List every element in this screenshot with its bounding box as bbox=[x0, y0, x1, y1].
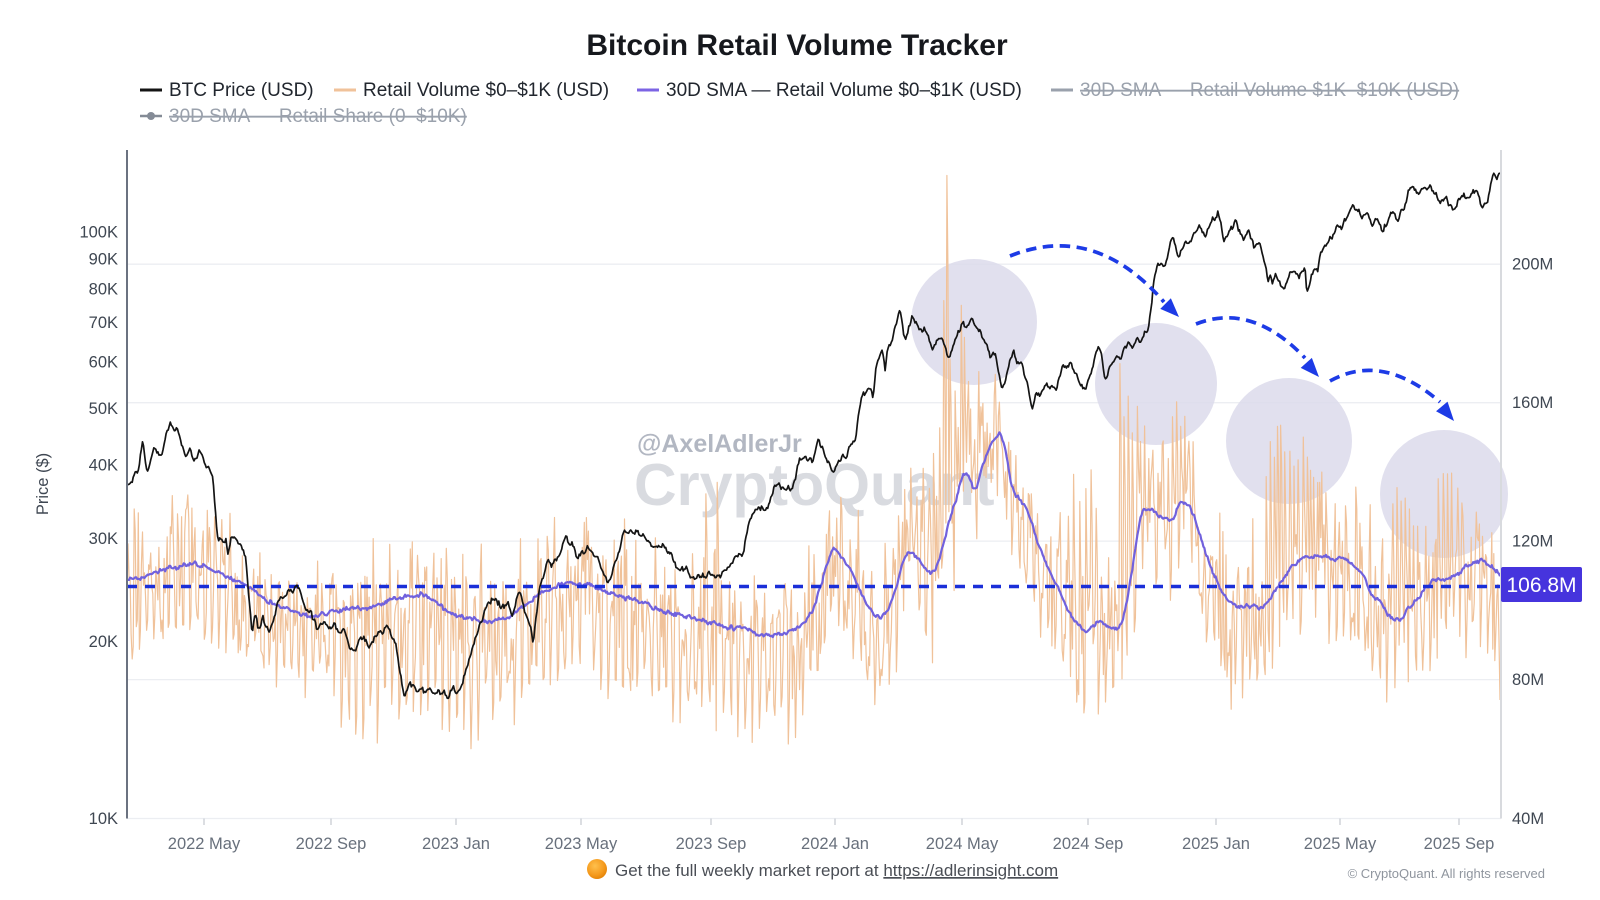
svg-text:100K: 100K bbox=[79, 224, 118, 242]
svg-text:30D SMA — Retail Volume $1K–$1: 30D SMA — Retail Volume $1K–$10K (USD) bbox=[1080, 80, 1459, 101]
svg-text:2022 May: 2022 May bbox=[168, 835, 241, 853]
svg-text:2025 Jan: 2025 Jan bbox=[1182, 835, 1250, 853]
svg-text:40K: 40K bbox=[89, 457, 118, 475]
svg-text:2023 Sep: 2023 Sep bbox=[676, 835, 747, 853]
svg-text:2023 Jan: 2023 Jan bbox=[422, 835, 490, 853]
svg-text:2024 Sep: 2024 Sep bbox=[1053, 835, 1124, 853]
svg-text:160M: 160M bbox=[1512, 394, 1553, 412]
svg-text:BTC Price (USD): BTC Price (USD) bbox=[169, 80, 314, 101]
svg-text:10K: 10K bbox=[89, 810, 118, 828]
svg-text:30K: 30K bbox=[89, 530, 118, 548]
svg-text:2025 Sep: 2025 Sep bbox=[1424, 835, 1495, 853]
svg-text:2022 Sep: 2022 Sep bbox=[296, 835, 367, 853]
svg-text:© CryptoQuant. All rights rese: © CryptoQuant. All rights reserved bbox=[1348, 866, 1545, 881]
svg-text:2025 May: 2025 May bbox=[1304, 835, 1377, 853]
svg-text:50K: 50K bbox=[89, 400, 118, 418]
svg-text:@AxelAdlerJr: @AxelAdlerJr bbox=[637, 430, 802, 458]
svg-text:40M: 40M bbox=[1512, 810, 1544, 828]
svg-text:2024 Jan: 2024 Jan bbox=[801, 835, 869, 853]
svg-text:80M: 80M bbox=[1512, 671, 1544, 689]
svg-text:200M: 200M bbox=[1512, 256, 1553, 274]
svg-text:Price ($): Price ($) bbox=[34, 453, 52, 515]
svg-text:2024 May: 2024 May bbox=[926, 835, 999, 853]
svg-text:60K: 60K bbox=[89, 354, 118, 372]
svg-text:70K: 70K bbox=[89, 314, 118, 332]
svg-text:120M: 120M bbox=[1512, 533, 1553, 551]
svg-text:90K: 90K bbox=[89, 250, 118, 268]
svg-text:30D SMA — Retail Share (0–$10K: 30D SMA — Retail Share (0–$10K) bbox=[169, 106, 467, 127]
svg-text:Bitcoin Retail Volume Tracker: Bitcoin Retail Volume Tracker bbox=[586, 29, 1008, 62]
svg-text:106.8M: 106.8M bbox=[1506, 574, 1576, 597]
svg-text:2023 May: 2023 May bbox=[545, 835, 618, 853]
svg-text:30D SMA — Retail Volume $0–$1K: 30D SMA — Retail Volume $0–$1K (USD) bbox=[666, 80, 1022, 101]
svg-text:Retail Volume $0–$1K (USD): Retail Volume $0–$1K (USD) bbox=[363, 80, 609, 101]
svg-text:80K: 80K bbox=[89, 280, 118, 298]
svg-text:20K: 20K bbox=[89, 633, 118, 651]
svg-text:Get the full weekly market rep: Get the full weekly market report at htt… bbox=[615, 861, 1058, 880]
